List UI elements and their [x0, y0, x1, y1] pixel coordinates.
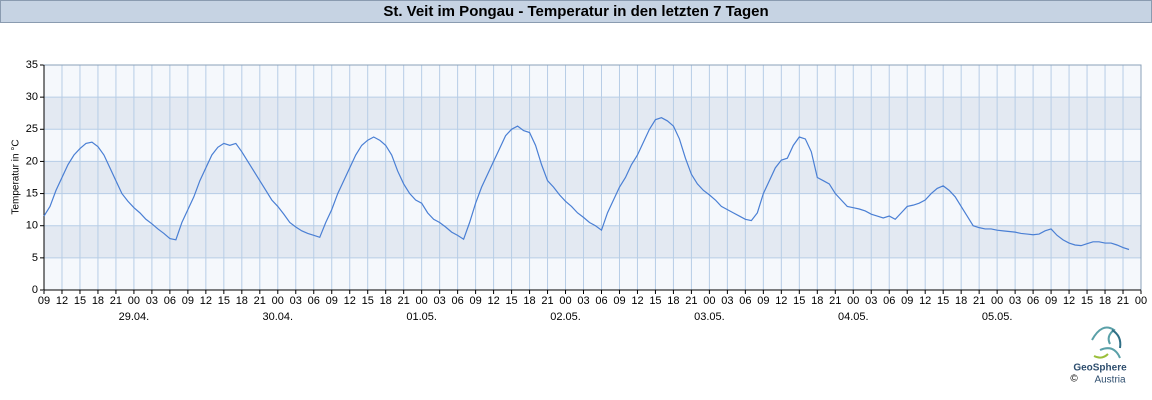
x-tick-label: 00: [847, 295, 859, 307]
y-tick-label: 5: [32, 252, 38, 264]
x-tick-label: 15: [793, 295, 805, 307]
x-tick-label: 15: [505, 295, 517, 307]
band: [44, 193, 1141, 226]
x-tick-label: 03: [865, 295, 877, 307]
x-tick-label: 00: [128, 295, 140, 307]
logo: GeoSphere © Austria: [1070, 326, 1127, 386]
y-tick-label: 20: [26, 155, 38, 167]
x-tick-label: 09: [38, 295, 50, 307]
temperature-line: [43, 117, 1130, 251]
band: [44, 65, 1141, 98]
x-tick-label: 12: [56, 295, 68, 307]
x-tick-label: 18: [92, 295, 104, 307]
x-tick-label: 18: [667, 295, 679, 307]
x-tick-label: 18: [236, 295, 248, 307]
x-tick-label: 09: [613, 295, 625, 307]
x-tick-label: 03: [434, 295, 446, 307]
date-label: 30.04.: [262, 311, 293, 323]
x-tick-label: 18: [955, 295, 967, 307]
logo-name: GeoSphere: [1073, 363, 1127, 374]
x-tick-label: 21: [254, 295, 266, 307]
x-tick-label: 18: [1099, 295, 1111, 307]
x-tick-label: 06: [739, 295, 751, 307]
x-tick-label: 09: [901, 295, 913, 307]
x-tick-label: 06: [308, 295, 320, 307]
x-tick-label: 00: [559, 295, 571, 307]
x-tick-label: 06: [1027, 295, 1039, 307]
x-tick-label: 18: [811, 295, 823, 307]
band: [44, 225, 1141, 258]
x-tick-label: 21: [110, 295, 122, 307]
date-label: 05.05.: [982, 311, 1013, 323]
date-label: 04.05.: [838, 311, 869, 323]
x-tick-label: 21: [685, 295, 697, 307]
y-tick-label: 35: [26, 59, 38, 71]
x-tick-label: 12: [1063, 295, 1075, 307]
logo-copyright: ©: [1070, 374, 1078, 385]
x-tick-label: 00: [416, 295, 428, 307]
band: [44, 97, 1141, 130]
x-tick-label: 12: [200, 295, 212, 307]
x-tick-label: 12: [344, 295, 356, 307]
x-tick-label: 06: [451, 295, 463, 307]
x-tick-label: 12: [775, 295, 787, 307]
x-tick-label: 18: [380, 295, 392, 307]
x-tick-label: 09: [326, 295, 338, 307]
x-tick-label: 09: [1045, 295, 1057, 307]
x-tick-label: 15: [74, 295, 86, 307]
date-label: 29.04.: [119, 311, 150, 323]
x-tick-label: 09: [182, 295, 194, 307]
x-tick-label: 12: [919, 295, 931, 307]
date-label: 03.05.: [694, 311, 725, 323]
x-tick-label: 06: [883, 295, 895, 307]
x-tick-label: 00: [1135, 295, 1147, 307]
y-axis-label: Temperatur in °C: [11, 139, 22, 214]
x-tick-label: 12: [487, 295, 499, 307]
x-tick-label: 21: [541, 295, 553, 307]
x-tick-label: 21: [1117, 295, 1129, 307]
x-tick-label: 15: [362, 295, 374, 307]
logo-icon: [1091, 326, 1122, 359]
y-tick-label: 25: [26, 123, 38, 135]
date-label: 02.05.: [550, 311, 581, 323]
x-tick-label: 12: [631, 295, 643, 307]
x-tick-label: 15: [218, 295, 230, 307]
chart-title: St. Veit im Pongau - Temperatur in den l…: [383, 3, 768, 20]
y-tick-label: 10: [26, 220, 38, 232]
band: [44, 257, 1141, 290]
y-tick-label: 30: [26, 91, 38, 103]
x-tick-label: 21: [829, 295, 841, 307]
x-tick-label: 06: [164, 295, 176, 307]
x-tick-label: 06: [595, 295, 607, 307]
logo-sub: Austria: [1094, 375, 1126, 386]
date-label: 01.05.: [406, 311, 437, 323]
x-tick-label: 00: [991, 295, 1003, 307]
x-tick-label: 03: [577, 295, 589, 307]
x-tick-label: 03: [146, 295, 158, 307]
x-tick-label: 15: [1081, 295, 1093, 307]
x-tick-label: 00: [272, 295, 284, 307]
y-tick-label: 15: [26, 187, 38, 199]
x-tick-label: 03: [1009, 295, 1021, 307]
x-tick-label: 15: [649, 295, 661, 307]
x-tick-label: 03: [721, 295, 733, 307]
x-tick-label: 21: [398, 295, 410, 307]
x-tick-label: 03: [290, 295, 302, 307]
band: [44, 129, 1141, 162]
x-tick-label: 00: [703, 295, 715, 307]
x-tick-label: 21: [973, 295, 985, 307]
x-tick-label: 15: [937, 295, 949, 307]
x-tick-label: 18: [523, 295, 535, 307]
x-tick-label: 09: [757, 295, 769, 307]
plot: 09 12 15 18 21 00 03 06 09 12 15 18 21 00 03 06 09 12 15 18…: [26, 59, 1147, 323]
y-tick-label: 0: [32, 284, 38, 296]
x-tick-label: 09: [469, 295, 481, 307]
band: [44, 161, 1141, 194]
